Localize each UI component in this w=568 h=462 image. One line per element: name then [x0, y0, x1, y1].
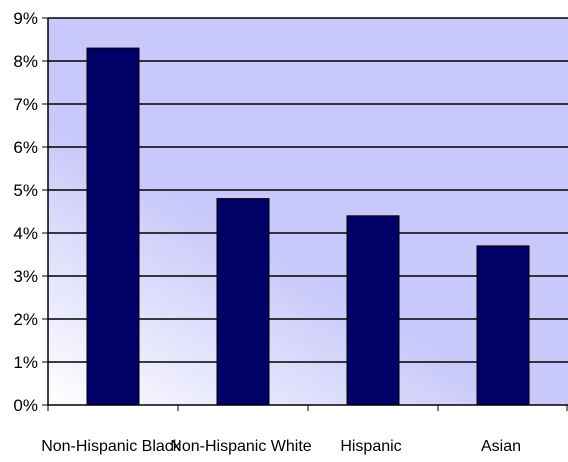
x-tick-label: Non-Hispanic Black: [41, 438, 182, 455]
x-tick-label: Asian: [481, 438, 521, 455]
y-tick-label: 6%: [13, 138, 38, 157]
y-tick-label: 3%: [13, 267, 38, 286]
y-tick-label: 0%: [13, 396, 38, 415]
y-tick-label: 5%: [13, 181, 38, 200]
y-tick-label: 8%: [13, 52, 38, 71]
x-tick-label: Non-Hispanic White: [170, 438, 311, 455]
y-tick-label: 1%: [13, 353, 38, 372]
bars: [86, 47, 530, 406]
bar: [86, 47, 140, 406]
y-tick-label: 7%: [13, 95, 38, 114]
y-tick-label: 9%: [13, 9, 38, 28]
axes: [47, 18, 568, 411]
y-tick-label: 4%: [13, 224, 38, 243]
bar: [216, 198, 270, 406]
y-axis-labels: 0% 1% 2% 3% 4% 5% 6% 7% 8% 9%: [13, 9, 48, 415]
x-tick-label: Hispanic: [340, 438, 401, 455]
bar: [346, 215, 400, 406]
bar: [476, 245, 530, 406]
y-tick-label: 2%: [13, 310, 38, 329]
